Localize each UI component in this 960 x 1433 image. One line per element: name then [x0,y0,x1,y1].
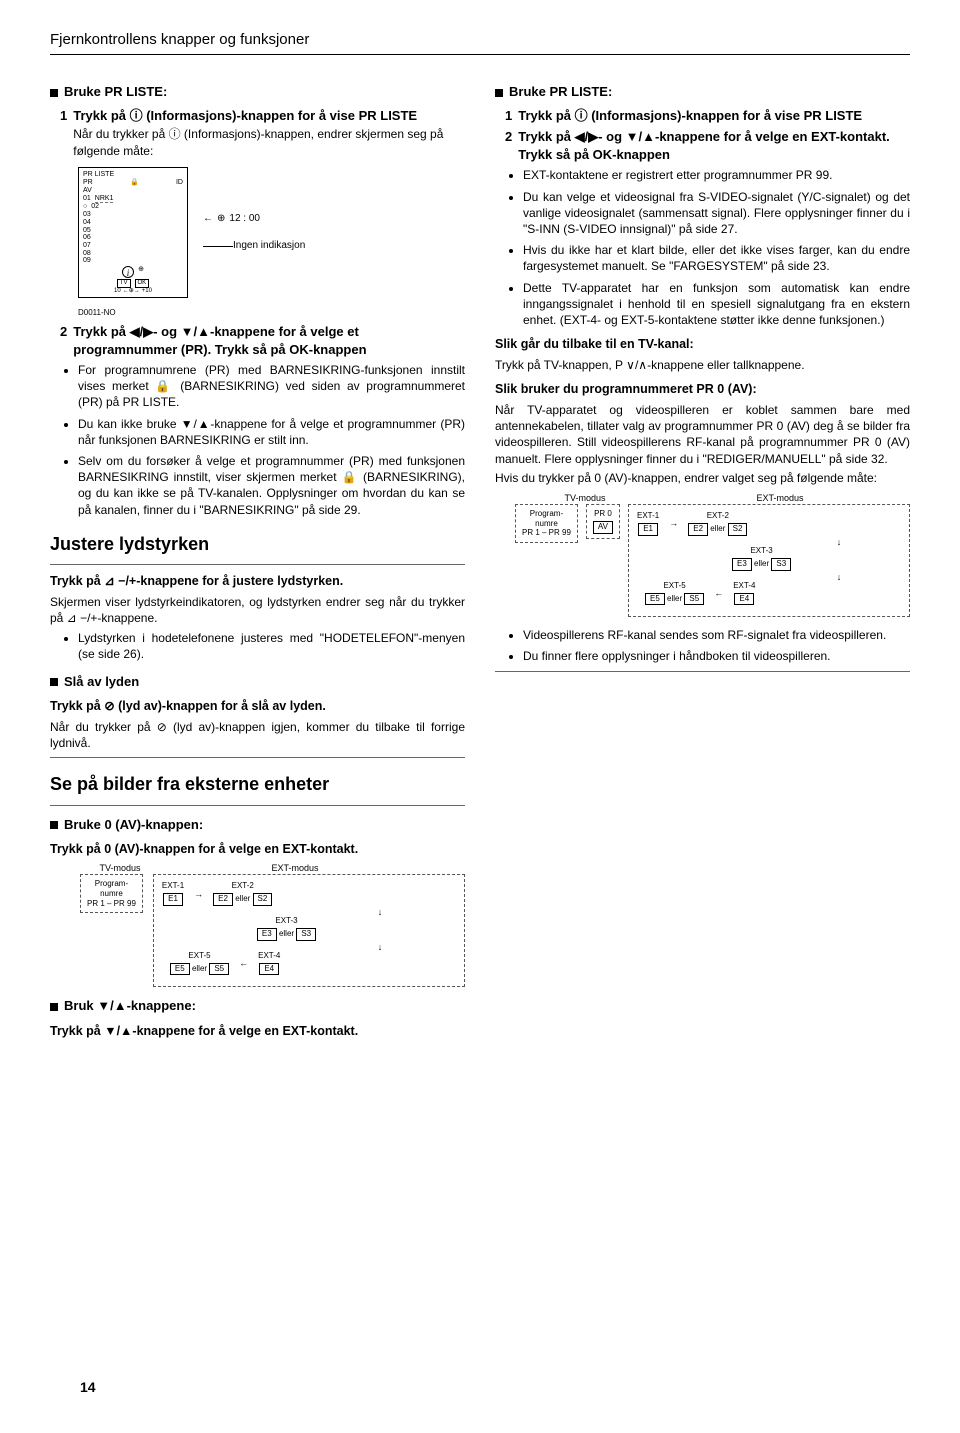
step-number: 1 [60,107,67,159]
section-heading: Bruke PR LISTE: [50,83,465,101]
step-text: Trykk på ⓘ (Informasjons)-knappen for å … [518,108,862,123]
step-number: 2 [60,323,67,358]
step-number: 2 [505,128,512,163]
section-heading: Bruke PR LISTE: [495,83,910,101]
bullet: EXT-kontaktene er registrert etter progr… [523,167,910,183]
bullet: Dette TV-apparatet har en funksjon som a… [523,280,910,329]
section-eksterne-enheter: Se på bilder fra eksterne enheter [50,772,465,796]
page-number: 14 [80,1378,96,1397]
oav-section: Bruke 0 (AV)-knappen: [50,816,465,834]
step-2: 2 Trykk på ◀/▶- og ▼/▲-knappene for å ve… [505,128,910,163]
step-text: Trykk på ⓘ (Informasjons)-knappen for å … [73,108,417,123]
pr0-para: Når TV-apparatet og videospilleren er ko… [495,402,910,467]
video-bullets: Videospillerens RF-kanal sendes som RF-s… [523,627,910,664]
page-header: Fjernkontrollens knapper og funksjoner [50,30,910,50]
section-justere-lydstyrken: Justere lydstyrken [50,532,465,556]
step-1: 1 Trykk på ⓘ (Informasjons)-knappen for … [60,107,465,159]
pr-liste-box: PR LISTE PR🔒ID AV 01NRK1 ○02 03 04 05 06… [78,167,188,298]
volume-bullets: Lydstyrken i hodetelefonene justeres med… [78,630,465,662]
volume-para: Skjermen viser lydstyrkeindikatoren, og … [50,594,465,626]
step-2: 2 Trykk på ◀/▶- og ▼/▲-knappene for å ve… [60,323,465,358]
bullet: Hvis du ikke har et klart bilde, eller d… [523,242,910,274]
arrows-section: Bruk ▼/▲-knappene: [50,997,465,1015]
volume-heading: Trykk på ⊿ −/+-knappene for å justere ly… [50,573,465,590]
diag-prog-box: Program- numre PR 1 – PR 99 [80,874,143,913]
mode-diagram-left: TV-modus EXT-modus Program- numre PR 1 –… [80,862,465,987]
pr0-para2: Hvis du trykker på 0 (AV)-knappen, endre… [495,470,910,486]
bullet: Lydstyrken i hodetelefonene justeres med… [78,630,465,662]
mute-heading: Trykk på ⊘ (lyd av)-knappen for å slå av… [50,698,465,715]
divider [495,671,910,672]
bullet: Videospillerens RF-kanal sendes som RF-s… [523,627,910,643]
header-rule [50,54,910,55]
step-2-bullets: EXT-kontaktene er registrert etter progr… [523,167,910,328]
bullet: Du kan velge et videosignal fra S-VIDEO-… [523,189,910,238]
step-1: 1 Trykk på ⓘ (Informasjons)-knappen for … [505,107,910,125]
illustration-caption: D0011-NO [78,308,465,319]
mute-para: Når du trykker på ⊘ (lyd av)-knappen igj… [50,719,465,751]
right-column: Bruke PR LISTE: 1 Trykk på ⓘ (Informasjo… [495,73,910,1044]
back-to-tv-para: Trykk på TV-knappen, P ∨/∧-knappene elle… [495,357,910,373]
mute-section: Slå av lyden [50,673,465,691]
diag-prog-box: Program- numre PR 1 – PR 99 [515,504,578,543]
back-to-tv-heading: Slik går du tilbake til en TV-kanal: [495,336,910,353]
left-column: Bruke PR LISTE: 1 Trykk på ⓘ (Informasjo… [50,73,465,1044]
step-subtext: Når du trykker på ⓘ (Informasjons)-knapp… [73,126,465,158]
divider [50,757,465,758]
divider [50,564,465,565]
oav-heading: Trykk på 0 (AV)-knappen for å velge en E… [50,841,465,858]
pr-liste-illustration: PR LISTE PR🔒ID AV 01NRK1 ○02 03 04 05 06… [78,167,465,298]
divider [50,805,465,806]
pr0-heading: Slik bruker du programnummeret PR 0 (AV)… [495,381,910,398]
bullet: Du kan ikke bruke ▼/▲-knappene for å vel… [78,416,465,448]
step-number: 1 [505,107,512,125]
step-text: Trykk på ◀/▶- og ▼/▲-knappene for å velg… [518,129,890,162]
bullet: For programnumrene (PR) med BARNESIKRING… [78,362,465,411]
bullet: Selv om du forsøker å velge et programnu… [78,453,465,518]
step-2-bullets: For programnumrene (PR) med BARNESIKRING… [78,362,465,518]
bullet: Du finner flere opplysninger i håndboken… [523,648,910,664]
step-text: Trykk på ◀/▶- og ▼/▲-knappene for å velg… [73,324,366,357]
pr-liste-indicators: ←⊕12 : 00 Ingen indikasjon [203,212,305,253]
arrows-heading: Trykk på ▼/▲-knappene for å velge en EXT… [50,1023,465,1040]
mode-diagram-right: TV-modus EXT-modus Program- numre PR 1 –… [515,492,910,617]
